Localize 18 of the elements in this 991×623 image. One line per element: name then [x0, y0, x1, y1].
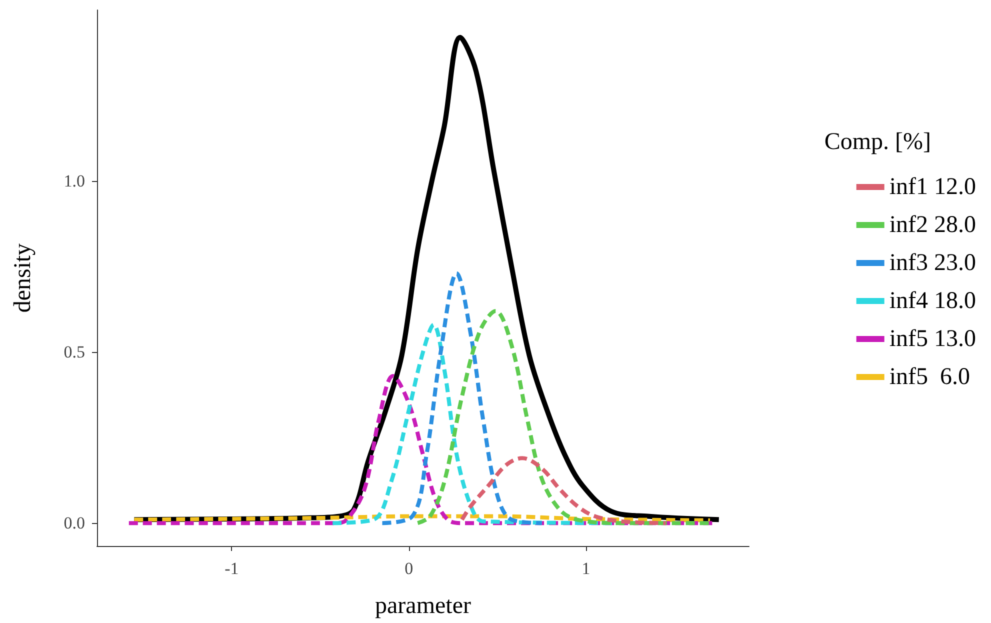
legend-label: inf4 18.0 [889, 288, 976, 314]
line-series [330, 322, 615, 526]
line-series [460, 456, 668, 526]
x-tick-label: -1 [224, 559, 239, 578]
y-tick-label: 0.5 [64, 342, 85, 362]
legend-label: inf1 12.0 [889, 174, 976, 200]
legend-label: inf5 6.0 [889, 364, 970, 390]
legend-label: inf3 23.0 [889, 250, 976, 276]
y-tick-label: 1.0 [64, 172, 85, 191]
x-axis-title: parameter [375, 593, 471, 619]
line-series [380, 271, 544, 526]
legend-label: inf2 28.0 [889, 212, 976, 238]
x-tick-label: 1 [582, 559, 590, 578]
x-tick-label: 0 [404, 559, 414, 578]
y-tick-label: 0.0 [64, 514, 85, 533]
y-axis-title: density [10, 243, 36, 313]
legend-title: Comp. [%] [824, 129, 932, 155]
legend-label: inf5 13.0 [889, 326, 976, 352]
